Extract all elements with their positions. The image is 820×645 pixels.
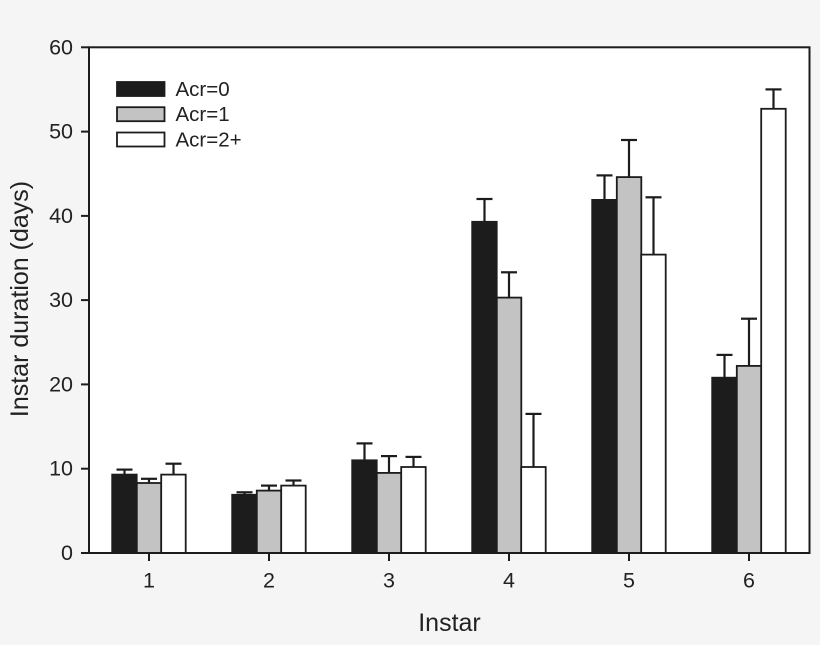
svg-text:20: 20 xyxy=(49,372,73,396)
svg-text:2: 2 xyxy=(263,569,275,593)
svg-text:10: 10 xyxy=(49,457,73,481)
svg-text:5: 5 xyxy=(623,569,635,593)
svg-text:Acr=0: Acr=0 xyxy=(176,78,230,101)
svg-text:3: 3 xyxy=(383,569,395,593)
svg-text:Acr=1: Acr=1 xyxy=(176,103,230,126)
svg-text:60: 60 xyxy=(49,35,73,59)
svg-text:Instar duration (days): Instar duration (days) xyxy=(6,181,34,417)
svg-text:50: 50 xyxy=(49,120,73,144)
svg-text:4: 4 xyxy=(503,569,515,593)
svg-text:40: 40 xyxy=(49,204,73,228)
svg-text:1: 1 xyxy=(143,569,155,593)
svg-text:0: 0 xyxy=(61,541,73,565)
svg-text:6: 6 xyxy=(743,569,755,593)
svg-text:Acr=2+: Acr=2+ xyxy=(176,128,242,151)
svg-text:30: 30 xyxy=(49,288,73,312)
svg-text:Instar: Instar xyxy=(418,609,481,637)
